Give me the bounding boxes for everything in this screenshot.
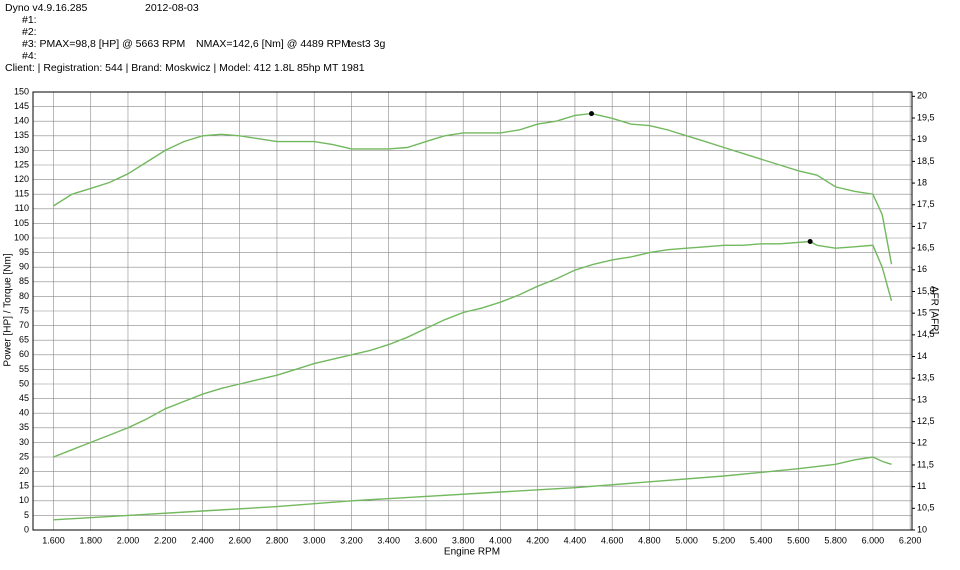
series-line (53, 240, 893, 458)
x-tick-label: 2.200 (154, 535, 177, 545)
y2-tick-label: 10 (917, 524, 927, 534)
y-tick-label: 130 (14, 145, 29, 155)
x-tick-label: 3.600 (415, 535, 438, 545)
y-tick-label: 140 (14, 116, 29, 126)
y-tick-label: 55 (19, 364, 29, 374)
y-tick-label: 100 (14, 232, 29, 242)
client-info: Client: | Registration: 544 | Brand: Mos… (5, 62, 365, 74)
run-label: #4: (22, 50, 37, 62)
y2-tick-label: 18 (917, 177, 927, 187)
y-tick-label: 60 (19, 349, 29, 359)
y-tick-label: 115 (15, 189, 29, 199)
y-tick-label: 75 (19, 305, 29, 315)
y-tick-label: 110 (15, 203, 29, 213)
y-tick-label: 50 (19, 378, 29, 388)
y-tick-label: 70 (19, 320, 29, 330)
y2-tick-label: 10,5 (917, 503, 935, 513)
y2-tick-label: 13,5 (917, 373, 935, 383)
y-tick-label: 15 (19, 481, 29, 491)
y2-axis-title: AFR [AFR] (928, 286, 939, 335)
x-tick-label: 3.400 (377, 535, 400, 545)
x-tick-label: 1.600 (42, 535, 65, 545)
x-tick-label: 5.200 (713, 535, 736, 545)
y-tick-label: 150 (14, 86, 29, 96)
x-tick-label: 3.800 (452, 535, 475, 545)
y-tick-label: 125 (14, 159, 29, 169)
x-tick-label: 4.000 (489, 535, 512, 545)
y2-tick-label: 16 (917, 264, 927, 274)
y2-tick-label: 13 (917, 394, 927, 404)
y-tick-label: 35 (19, 422, 29, 432)
y2-tick-label: 17,5 (917, 199, 935, 209)
date: 2012-08-03 (145, 2, 199, 14)
x-tick-label: 2.600 (228, 535, 251, 545)
y-tick-label: 5 (24, 510, 29, 520)
y2-tick-label: 20 (917, 91, 927, 101)
y-tick-label: 0 (24, 524, 29, 534)
y-tick-label: 105 (14, 218, 29, 228)
x-tick-label: 5.400 (750, 535, 773, 545)
run-label: #2: (22, 26, 37, 38)
x-tick-label: 6.000 (862, 535, 885, 545)
x-tick-label: 3.200 (340, 535, 363, 545)
y2-tick-label: 17 (917, 221, 927, 231)
x-axis-title: Engine RPM (444, 547, 500, 558)
y2-tick-label: 14 (917, 351, 927, 361)
peak-marker (589, 111, 595, 117)
y-tick-label: 120 (14, 174, 29, 184)
run-label: #3: PMAX=98,8 [HP] @ 5663 RPM (22, 38, 185, 50)
series-line (53, 456, 892, 521)
series-line (53, 112, 893, 265)
y2-tick-label: 12,5 (917, 416, 935, 426)
x-tick-label: 2.000 (117, 535, 140, 545)
y-tick-label: 65 (19, 335, 29, 345)
y-tick-label: 10 (19, 495, 29, 505)
x-tick-label: 2.400 (191, 535, 214, 545)
x-tick-label: 4.400 (564, 535, 587, 545)
y2-tick-label: 11 (917, 481, 926, 491)
y2-tick-label: 12 (917, 438, 927, 448)
app-version: Dyno v4.9.16.285 (5, 2, 87, 14)
plot-frame (32, 91, 913, 531)
y-axis-title: Power [HP] / Torque [Nm] (3, 253, 14, 366)
y2-tick-label: 15,5 (917, 286, 935, 296)
y2-tick-label: 16,5 (917, 242, 935, 252)
y2-tick-label: 11,5 (917, 459, 934, 469)
peak-marker (807, 239, 813, 245)
run-name: test3 3g (348, 38, 386, 50)
x-tick-label: 5.800 (824, 535, 847, 545)
run-torque: NMAX=142,6 [Nm] @ 4489 RPM (196, 38, 350, 50)
run-label: #1: (22, 14, 37, 26)
y2-tick-label: 15 (917, 308, 927, 318)
y-tick-label: 90 (19, 262, 29, 272)
y2-tick-label: 18,5 (917, 156, 935, 166)
x-tick-label: 6.200 (899, 535, 922, 545)
x-tick-label: 5.600 (787, 535, 810, 545)
y-tick-label: 145 (14, 101, 29, 111)
x-tick-label: 1.800 (79, 535, 102, 545)
y-tick-label: 135 (14, 130, 29, 140)
x-tick-label: 3.000 (303, 535, 326, 545)
x-tick-label: 4.200 (526, 535, 549, 545)
x-tick-label: 4.800 (638, 535, 661, 545)
y2-tick-label: 19,5 (917, 112, 935, 122)
y-tick-label: 30 (19, 437, 29, 447)
y-tick-label: 25 (19, 451, 29, 461)
y2-tick-label: 14,5 (917, 329, 935, 339)
x-tick-label: 4.600 (601, 535, 624, 545)
y-tick-label: 95 (19, 247, 29, 257)
y2-tick-label: 19 (917, 134, 927, 144)
x-tick-label: 5.000 (675, 535, 698, 545)
y-tick-label: 80 (19, 291, 29, 301)
y-tick-label: 20 (19, 466, 29, 476)
y-tick-label: 45 (19, 393, 29, 403)
y-tick-label: 40 (19, 408, 29, 418)
x-tick-label: 2.800 (266, 535, 289, 545)
y-tick-label: 85 (19, 276, 29, 286)
